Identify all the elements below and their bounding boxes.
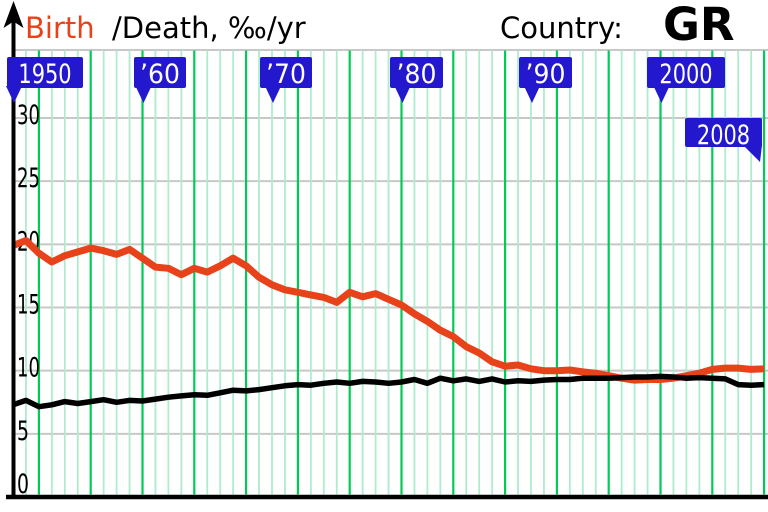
- flag-rect-80: [390, 57, 443, 88]
- flag-label-1950: 1950: [18, 59, 71, 90]
- country-code: GR: [663, 0, 735, 51]
- y-tick-label-0: 0: [17, 469, 29, 500]
- year-flag-70: ’70: [260, 57, 312, 103]
- year-flag-2008: 2008: [685, 118, 762, 162]
- birth-rate-line: [11, 237, 765, 384]
- flag-tail-60: [135, 86, 152, 103]
- flag-label-2008: 2008: [697, 120, 750, 151]
- birth-title-label: Birth: [25, 11, 95, 45]
- flag-rect-1950: [7, 57, 83, 88]
- flag-tail-70: [265, 86, 281, 103]
- flag-tail-90: [524, 86, 540, 103]
- flag-tail-80: [394, 86, 411, 103]
- flag-rect-2008: [685, 118, 762, 147]
- flag-rect-60: [134, 57, 186, 88]
- flag-label-2000: 2000: [659, 59, 712, 90]
- flag-rect-2000: [647, 57, 725, 88]
- gridlines: [13, 49, 768, 495]
- y-tick-label-30: 30: [17, 100, 40, 131]
- year-flag-1950: 1950: [6, 57, 83, 103]
- year-flag-90: ’90: [519, 57, 572, 103]
- flag-tail-2000: [653, 86, 670, 103]
- death-rate-line: [12, 373, 765, 410]
- y-axis-arrow-icon: [3, 1, 24, 28]
- y-tick-label-5: 5: [17, 416, 29, 447]
- country-label: Country:: [500, 11, 623, 45]
- flag-label-80: ’80: [397, 59, 437, 90]
- year-flag-60: ’60: [134, 57, 186, 103]
- flag-label-90: ’90: [526, 59, 566, 90]
- year-flag-80: ’80: [390, 57, 443, 103]
- year-flags: 1950 ’60 ’70 ’80 ’90 2000 2008: [6, 57, 762, 162]
- chart-title: Birth/Death, ‰/yr: [25, 11, 306, 45]
- flag-label-70: ’70: [266, 59, 306, 90]
- flag-tail-2008: [743, 145, 762, 162]
- data-series: [11, 237, 765, 410]
- flag-tail-1950: [6, 86, 22, 103]
- death-unit-title-label: /Death, ‰/yr: [112, 11, 306, 45]
- y-tick-label-25: 25: [17, 163, 40, 194]
- flag-label-60: ’60: [140, 59, 180, 90]
- y-tick-label-10: 10: [17, 353, 40, 384]
- flag-rect-70: [260, 57, 312, 88]
- y-tick-label-15: 15: [17, 290, 40, 321]
- year-flag-2000: 2000: [647, 57, 725, 103]
- flag-rect-90: [519, 57, 572, 88]
